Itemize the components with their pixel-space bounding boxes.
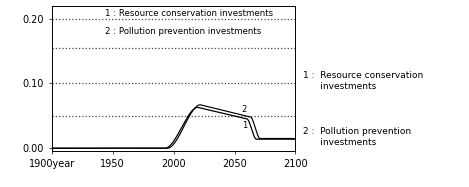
- Text: 2 : Pollution prevention investments: 2 : Pollution prevention investments: [105, 27, 262, 36]
- Text: 1 : Resource conservation investments: 1 : Resource conservation investments: [105, 9, 273, 18]
- Text: 1 :  Resource conservation
      investments: 1 : Resource conservation investments: [303, 71, 423, 91]
- Text: 1: 1: [242, 121, 247, 130]
- Text: 2 :  Pollution prevention
      investments: 2 : Pollution prevention investments: [303, 127, 411, 147]
- Text: 2: 2: [242, 105, 247, 114]
